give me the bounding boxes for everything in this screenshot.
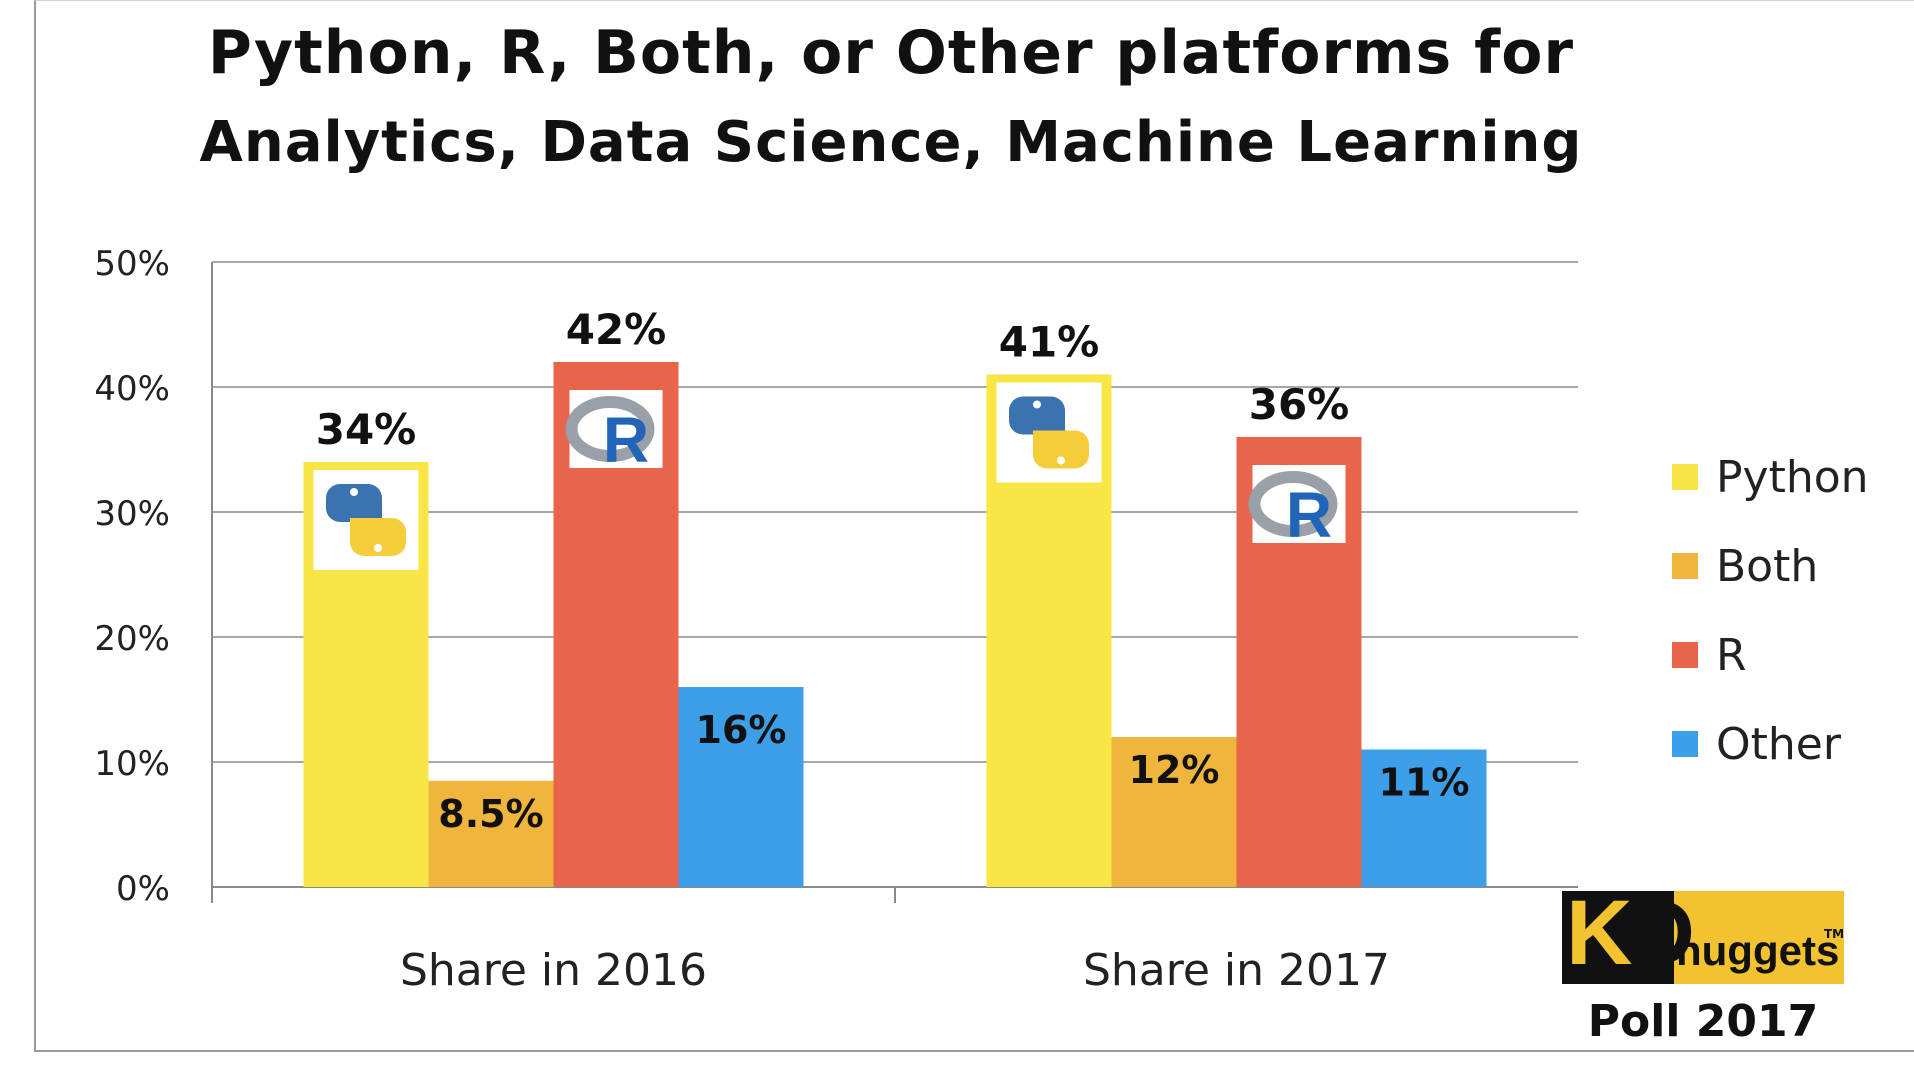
r-logo-ring [1248, 471, 1338, 537]
y-tick-label: 30% [94, 494, 170, 534]
legend-label: Other [1716, 719, 1842, 770]
x-category-label: Share in 2017 [1083, 945, 1390, 996]
r-logo-icon: R [1248, 465, 1346, 551]
bar-both-2 [1111, 737, 1237, 887]
logo-tm: TM [1824, 927, 1844, 941]
python-snake-yellow [350, 518, 406, 556]
x-category-label: Share in 2016 [400, 945, 707, 996]
python-eye [1057, 456, 1065, 465]
python-logo-icon [996, 382, 1102, 483]
r-logo-letter: R [1286, 479, 1332, 551]
kdnuggets-logo: KD nuggets TM [1562, 891, 1844, 984]
python-eye [374, 544, 382, 552]
chart-title: Python, R, Both, or Other platforms for [207, 18, 1575, 88]
legend-swatch [1672, 642, 1698, 668]
y-tick-label: 40% [94, 369, 170, 409]
python-logo-icon [313, 470, 419, 570]
data-label: 11% [1379, 761, 1470, 805]
bar-both-1 [428, 780, 554, 887]
logo-d: D [1628, 891, 1694, 984]
chart-frame [34, 0, 1914, 1052]
python-eye [1033, 400, 1041, 409]
data-label: 8.5% [438, 792, 543, 836]
data-label: 34% [316, 405, 417, 454]
python-eye [350, 488, 358, 496]
poll-label: Poll 2017 [1587, 996, 1819, 1047]
logo-letters: KD [1566, 891, 1695, 984]
data-label: 36% [1249, 380, 1350, 429]
data-label: 41% [999, 318, 1100, 367]
legend-swatch [1672, 553, 1698, 579]
legend-label: Both [1716, 541, 1818, 592]
r-logo-letter: R [603, 404, 649, 476]
legend-swatch [1672, 464, 1698, 490]
chart-subtitle: Analytics, Data Science, Machine Learnin… [199, 110, 1583, 175]
logo-k: K [1566, 891, 1632, 984]
bar-other-1 [678, 687, 804, 887]
python-snake-yellow [1033, 430, 1089, 469]
logo-word: nuggets [1676, 927, 1840, 974]
legend-swatch [1672, 731, 1698, 757]
y-tick-label: 10% [94, 744, 170, 784]
legend-label: Python [1716, 452, 1869, 503]
y-tick-label: 0% [116, 869, 170, 909]
logo-black-block [1562, 891, 1674, 984]
data-label: 16% [696, 708, 787, 752]
python-snake-blue [326, 484, 382, 522]
r-logo-icon: R [565, 390, 663, 476]
python-snake-blue [1009, 396, 1065, 435]
data-label: 42% [566, 305, 667, 354]
r-logo-ring [565, 396, 655, 462]
bar-other-2 [1361, 749, 1487, 887]
legend-label: R [1716, 630, 1747, 681]
y-tick-label: 20% [94, 619, 170, 659]
y-tick-label: 50% [94, 244, 170, 284]
data-label: 12% [1129, 748, 1220, 792]
